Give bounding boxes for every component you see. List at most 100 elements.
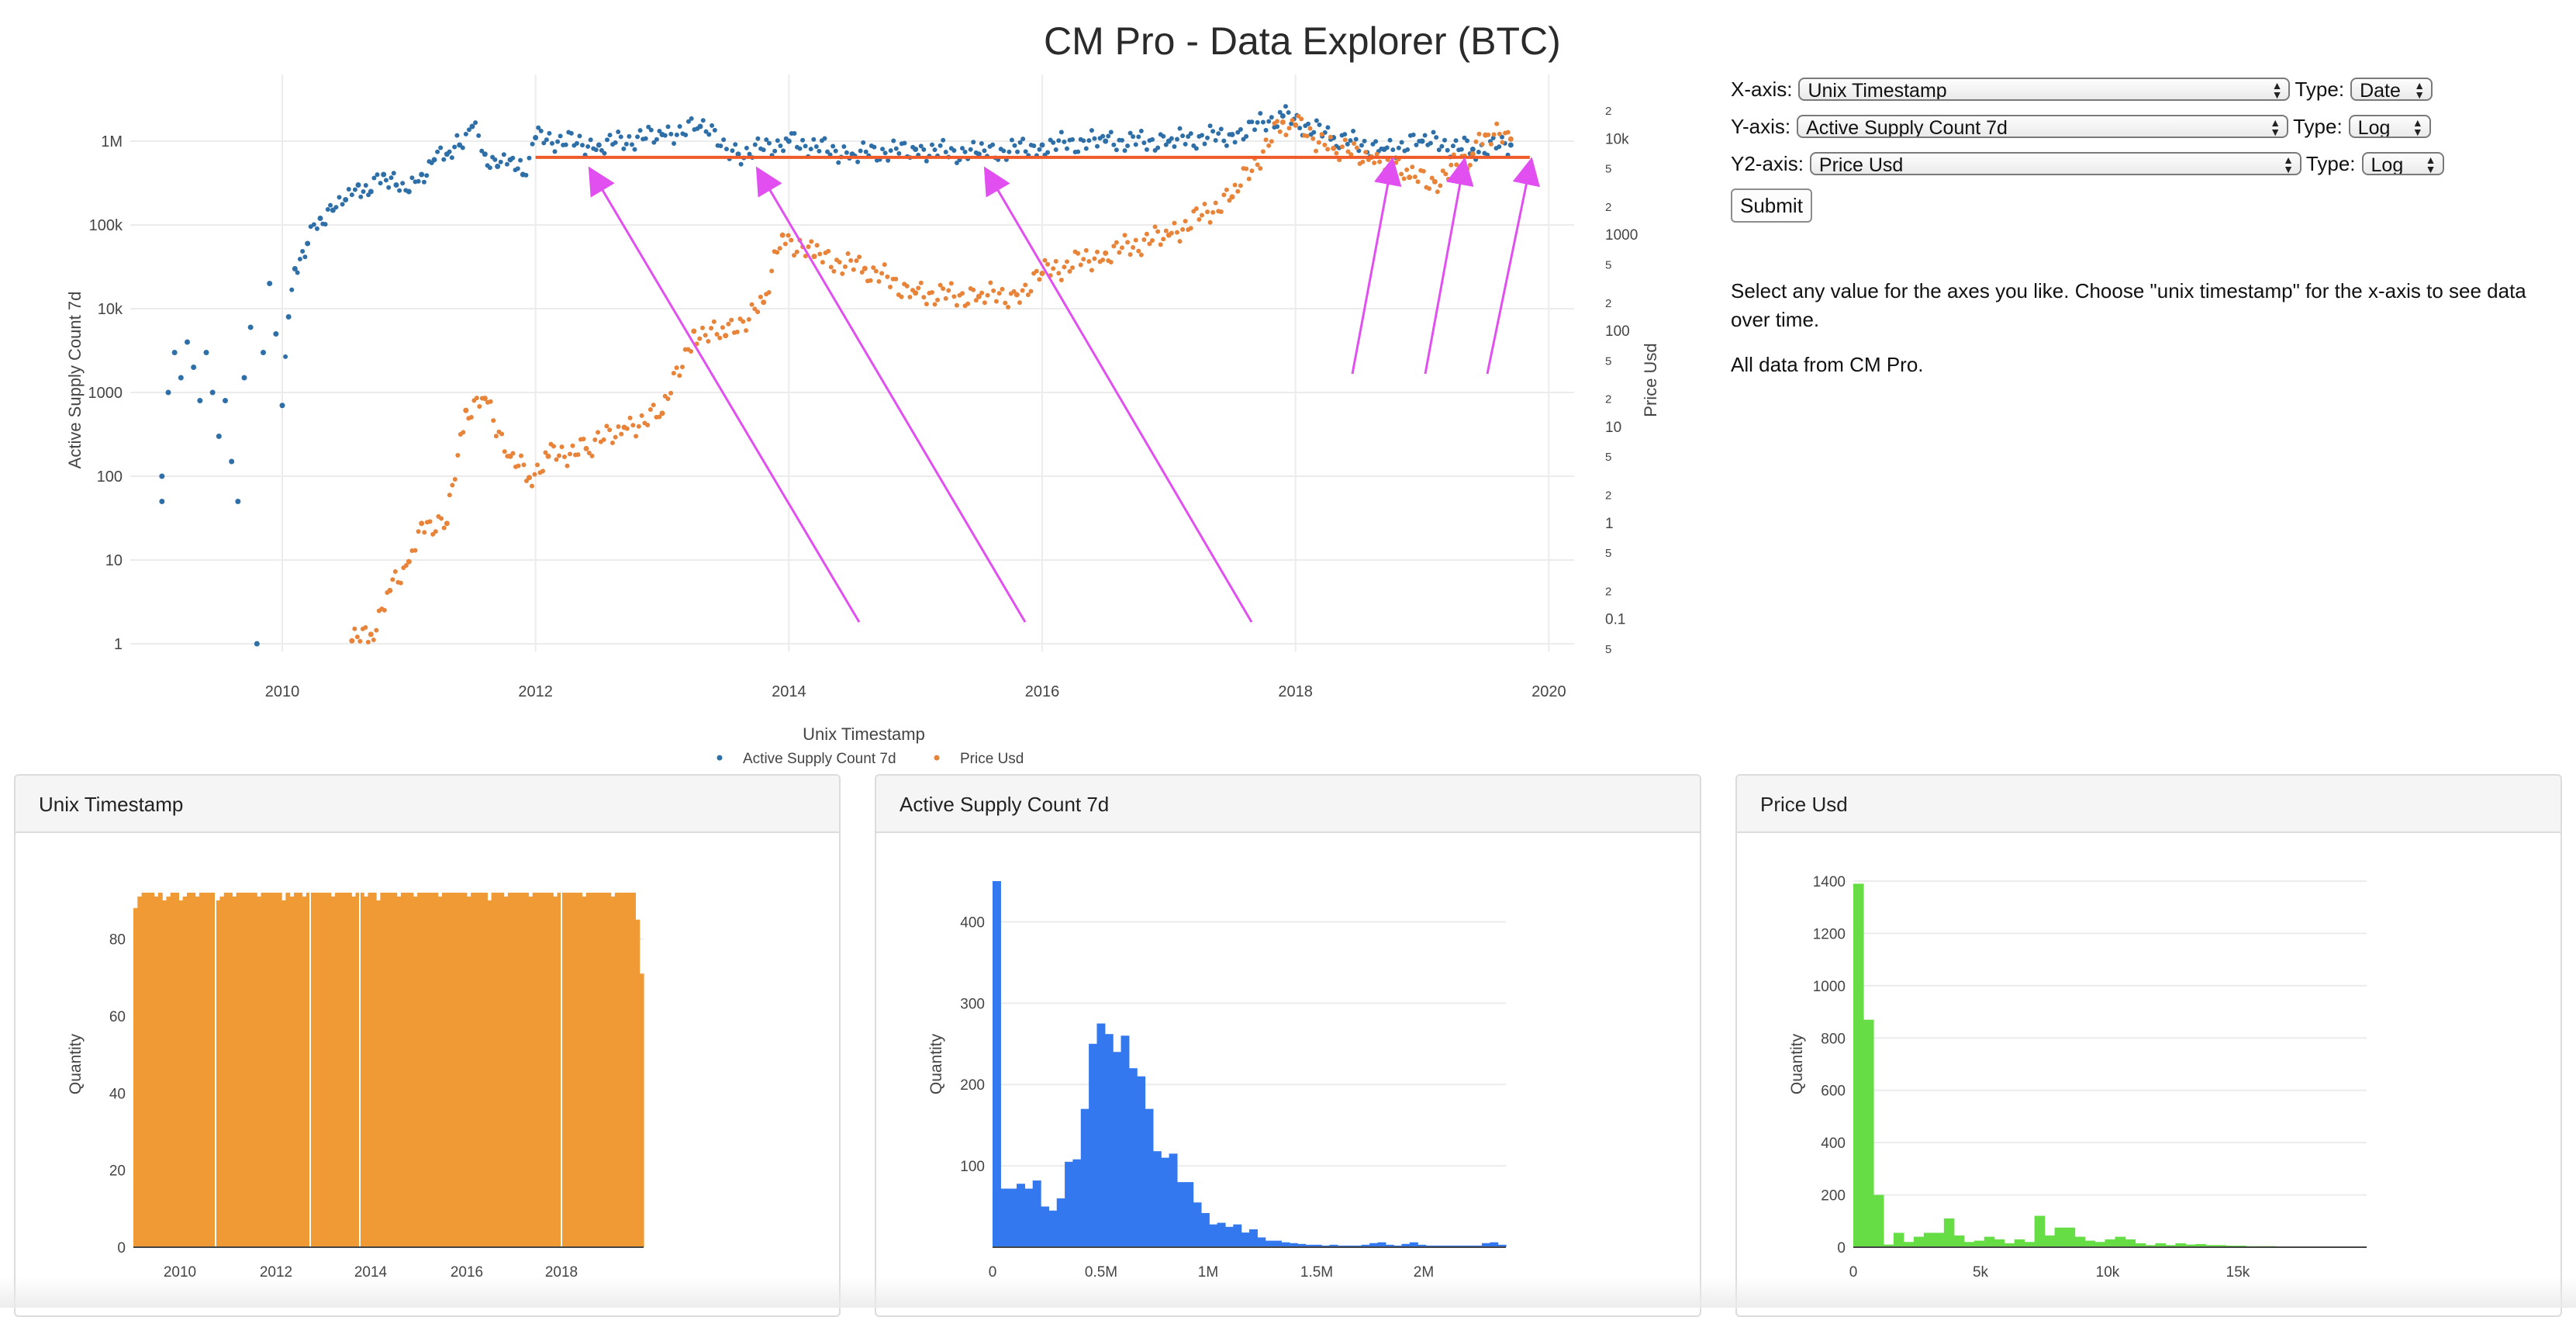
histogram-panel-supply: Active Supply Count 7d 100 200 300 400 0 0.5M… bbox=[875, 774, 1701, 1317]
histogram-bar bbox=[409, 892, 414, 1247]
data-point bbox=[1150, 137, 1155, 142]
x-axis-select[interactable]: Unix Timestamp ▲ ▼ bbox=[1798, 78, 2291, 101]
data-point bbox=[1443, 171, 1449, 177]
data-point bbox=[544, 137, 549, 143]
histogram-bar bbox=[1321, 1245, 1331, 1247]
data-point bbox=[1450, 143, 1455, 149]
submit-button[interactable]: Submit bbox=[1731, 188, 1812, 223]
data-point bbox=[752, 142, 758, 147]
data-point bbox=[1473, 139, 1479, 144]
y-tick-label: 0 bbox=[117, 1240, 126, 1257]
data-point bbox=[254, 641, 260, 647]
data-point bbox=[645, 423, 651, 428]
data-point bbox=[855, 159, 861, 164]
data-point bbox=[1431, 178, 1438, 185]
data-point bbox=[982, 148, 987, 154]
data-point bbox=[685, 119, 691, 124]
data-point bbox=[241, 375, 247, 381]
data-point bbox=[657, 129, 662, 134]
data-point bbox=[1015, 149, 1020, 154]
histogram-bar bbox=[1305, 1244, 1314, 1247]
data-point bbox=[706, 338, 711, 344]
data-point bbox=[1404, 167, 1410, 172]
histogram-bar bbox=[1233, 1224, 1242, 1247]
data-point bbox=[1000, 286, 1005, 292]
data-point bbox=[786, 233, 791, 238]
data-point bbox=[738, 161, 744, 167]
data-point bbox=[1152, 224, 1158, 230]
histogram-bar bbox=[1337, 1245, 1346, 1247]
data-point bbox=[1205, 135, 1210, 140]
histogram-bar bbox=[1994, 1239, 2005, 1247]
data-point bbox=[388, 175, 394, 181]
data-point bbox=[1100, 258, 1106, 263]
data-point bbox=[623, 141, 629, 147]
y-tick-label: 100k bbox=[89, 217, 123, 234]
histogram-bar bbox=[478, 892, 484, 1247]
data-point bbox=[416, 529, 421, 534]
data-point bbox=[468, 415, 474, 420]
data-point bbox=[1114, 147, 1119, 153]
data-point bbox=[191, 364, 197, 370]
legend-label: Active Supply Count 7d bbox=[743, 751, 896, 767]
histogram-bar bbox=[487, 900, 492, 1247]
histogram-time-chart[interactable]: 0 20 40 60 80 2010 2012 2014 2016 2018 Quantity bbox=[16, 835, 839, 1315]
histogram-bar bbox=[495, 892, 500, 1247]
y2-tick-label: 2 bbox=[1605, 297, 1611, 310]
data-point bbox=[577, 133, 582, 139]
data-point bbox=[1351, 129, 1356, 134]
data-point bbox=[822, 136, 827, 141]
y-axis-type-select[interactable]: Log ▲ ▼ bbox=[2348, 115, 2431, 138]
data-point bbox=[375, 172, 380, 178]
y-tick-label: 1200 bbox=[1813, 926, 1846, 942]
data-point bbox=[1089, 268, 1094, 273]
data-point bbox=[469, 123, 475, 130]
histogram-bar bbox=[298, 892, 303, 1247]
data-point bbox=[1362, 138, 1367, 143]
main-scatter-chart[interactable]: 2010 2012 2014 2016 2018 2020110100100010k100… bbox=[0, 62, 1706, 776]
data-point bbox=[1434, 135, 1439, 140]
x-axis-type-select[interactable]: Date ▲ ▼ bbox=[2350, 78, 2433, 101]
histogram-bar bbox=[413, 896, 418, 1247]
data-point bbox=[1422, 133, 1428, 138]
histogram-price-chart[interactable]: 0 200 400 600 800 1000 1200 1400 0 5k 10k 15k Quanti… bbox=[1737, 835, 2560, 1315]
x-tick-label: 2M bbox=[1414, 1264, 1434, 1281]
y-axis-select[interactable]: Active Supply Count 7d ▲ ▼ bbox=[1797, 115, 2289, 138]
data-point bbox=[674, 365, 679, 371]
data-point bbox=[527, 155, 532, 161]
data-point bbox=[691, 328, 697, 334]
data-point bbox=[1092, 256, 1097, 261]
histogram-bar bbox=[507, 892, 513, 1247]
data-point bbox=[1401, 176, 1407, 181]
y-tick-label: 10k bbox=[98, 301, 123, 318]
data-point bbox=[1051, 266, 1056, 271]
data-point bbox=[267, 280, 273, 286]
y2-axis-type-value: Log bbox=[2371, 154, 2404, 175]
data-point bbox=[328, 202, 333, 208]
histogram-bar bbox=[2074, 1236, 2086, 1247]
data-point bbox=[616, 129, 621, 134]
data-point bbox=[786, 138, 792, 144]
x-axis-label: X-axis: bbox=[1731, 77, 1793, 101]
data-point bbox=[1092, 136, 1097, 141]
y2-axis-type-select[interactable]: Log ▲ ▼ bbox=[2361, 152, 2444, 175]
data-point bbox=[718, 143, 723, 149]
histogram-bar bbox=[273, 892, 278, 1247]
data-point bbox=[452, 144, 458, 150]
data-point bbox=[501, 152, 506, 157]
y2-axis-select[interactable]: Price Usd ▲ ▼ bbox=[1809, 152, 2301, 175]
histogram-bar bbox=[1161, 1157, 1170, 1247]
data-point bbox=[674, 132, 679, 137]
data-point bbox=[1445, 176, 1451, 181]
data-point bbox=[811, 254, 817, 260]
data-point bbox=[723, 147, 729, 152]
data-point bbox=[880, 147, 886, 152]
data-point bbox=[1462, 135, 1467, 140]
histogram-supply-chart[interactable]: 100 200 300 400 0 0.5M 1M 1.5M 2M Quantity bbox=[876, 835, 1700, 1315]
data-point bbox=[990, 142, 996, 147]
data-point bbox=[1244, 166, 1249, 171]
data-point bbox=[1438, 183, 1443, 188]
data-point bbox=[1108, 259, 1114, 264]
data-point bbox=[455, 453, 461, 458]
data-point bbox=[1013, 292, 1020, 298]
